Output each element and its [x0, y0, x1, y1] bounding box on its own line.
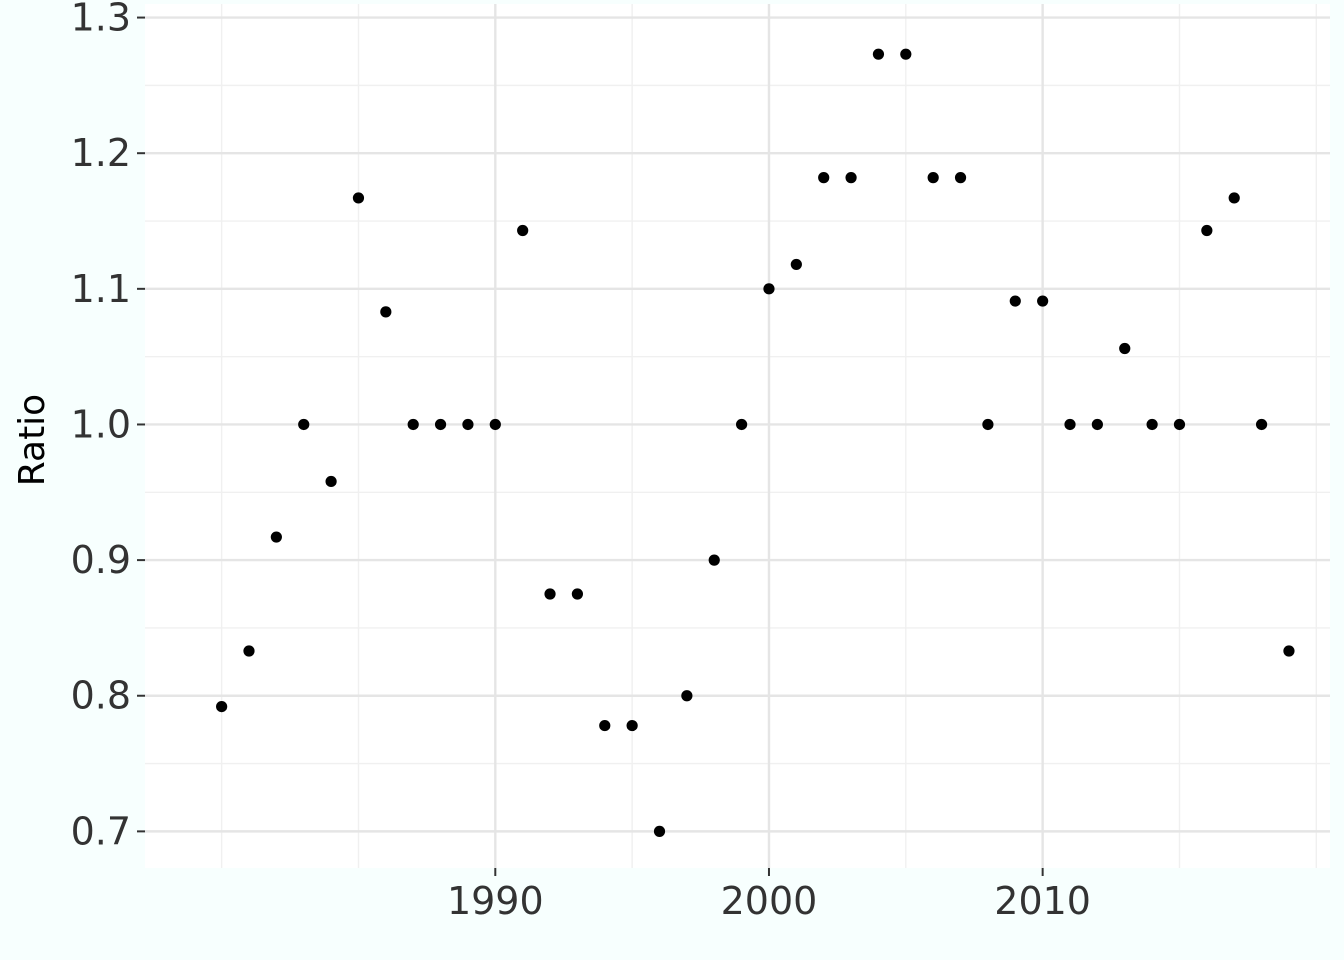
data-point	[681, 690, 693, 702]
data-point	[872, 48, 885, 60]
y-axis-ticks	[137, 16, 145, 833]
data-point	[927, 172, 939, 184]
x-axis-tick-labels: 1990 2000 2010	[447, 879, 1091, 923]
data-point	[352, 192, 365, 204]
data-point	[1283, 645, 1295, 657]
data-point	[763, 283, 775, 295]
x-axis-ticks	[494, 868, 1044, 876]
x-tick-label: 2000	[721, 879, 818, 923]
data-point	[434, 418, 447, 431]
data-point	[517, 224, 529, 237]
data-point	[1201, 224, 1213, 237]
data-point	[298, 418, 310, 431]
data-point	[407, 418, 419, 431]
data-point	[1009, 295, 1021, 307]
data-point	[325, 475, 337, 488]
data-point	[462, 418, 474, 431]
data-points	[216, 48, 1295, 837]
data-point	[1255, 418, 1268, 431]
data-point	[900, 48, 912, 60]
data-point	[270, 531, 282, 543]
data-point	[599, 719, 611, 732]
y-tick-label: 1.2	[71, 131, 131, 175]
data-point	[544, 588, 556, 600]
y-tick-label: 0.7	[71, 809, 131, 853]
data-point	[626, 719, 638, 732]
data-point	[1091, 418, 1103, 431]
data-point	[489, 418, 501, 431]
data-point	[216, 700, 228, 713]
x-tick-label: 2010	[994, 879, 1091, 923]
y-axis-tick-labels: 0.7 0.8 0.9 1.0 1.1 1.2 1.3	[71, 0, 131, 853]
data-point	[818, 172, 830, 184]
y-tick-label: 1.1	[71, 267, 131, 311]
data-point	[1173, 418, 1186, 431]
panel-background	[145, 4, 1330, 868]
data-point	[1228, 192, 1240, 204]
data-point	[954, 172, 967, 184]
y-tick-label: 1.3	[71, 0, 131, 40]
data-point	[790, 258, 802, 271]
data-point	[653, 825, 666, 837]
data-point	[736, 418, 748, 431]
data-point	[1119, 342, 1131, 355]
data-point	[845, 172, 857, 184]
data-point	[1064, 418, 1076, 431]
y-tick-label: 0.9	[71, 538, 131, 582]
data-point	[571, 588, 584, 600]
y-axis-title: Ratio	[12, 394, 53, 486]
data-point	[380, 306, 392, 318]
data-point	[1146, 418, 1158, 431]
y-tick-label: 0.8	[71, 674, 131, 718]
data-point	[982, 418, 994, 431]
data-point	[708, 554, 720, 566]
x-tick-label: 1990	[447, 879, 544, 923]
data-point	[1037, 295, 1049, 307]
data-point	[243, 645, 255, 657]
y-tick-label: 1.0	[71, 402, 131, 446]
